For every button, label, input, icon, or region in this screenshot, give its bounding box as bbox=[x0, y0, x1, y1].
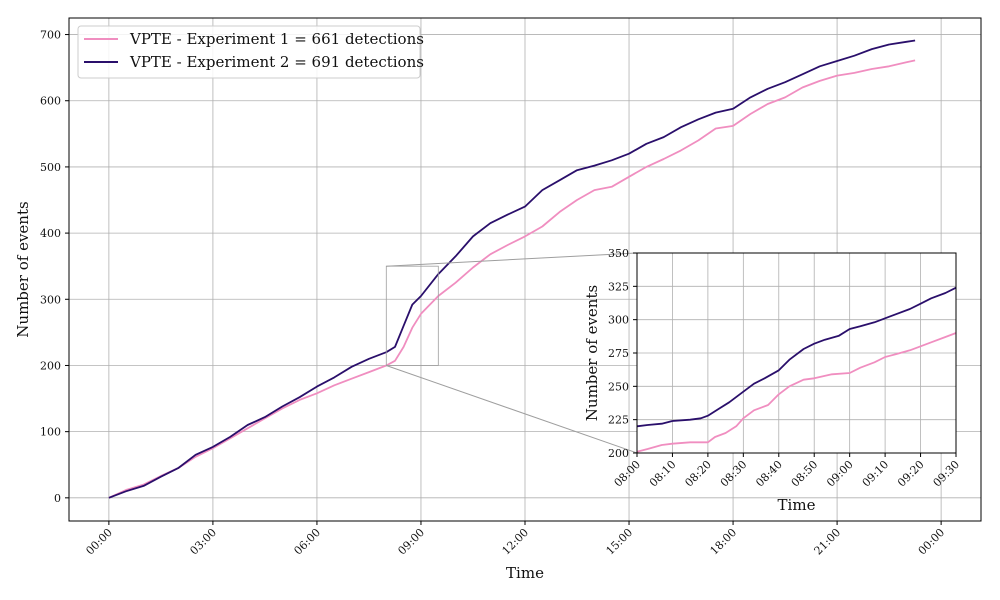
inset-y-tick-label: 200 bbox=[608, 447, 629, 460]
x-tick-label: 18:00 bbox=[708, 526, 740, 558]
inset-series-line-experiment-2 bbox=[636, 286, 957, 428]
x-tick-label: 03:00 bbox=[187, 526, 219, 558]
zoom-connector-line bbox=[386, 252, 638, 267]
inset-x-tick-label: 09:00 bbox=[824, 458, 856, 490]
inset-zoom-chart: 200 225 250 275 300 325 350 08:00 08:10 08:20 08:3… bbox=[583, 247, 962, 514]
y-tick-label: 500 bbox=[40, 161, 61, 174]
inset-y-tick-label: 325 bbox=[608, 280, 629, 293]
inset-y-tick-label: 275 bbox=[608, 347, 629, 360]
y-tick-label: 400 bbox=[40, 227, 61, 240]
x-tick-label: 00:00 bbox=[83, 526, 115, 558]
legend-box bbox=[77, 25, 421, 79]
series-line-experiment-1 bbox=[108, 59, 916, 499]
x-tick-label: 06:00 bbox=[291, 526, 323, 558]
inset-x-tick-label: 09:30 bbox=[931, 458, 963, 490]
y-tick-label: 0 bbox=[54, 492, 61, 505]
y-axis-label: Number of events bbox=[14, 201, 32, 337]
inset-y-tick-label: 250 bbox=[608, 380, 629, 393]
y-tick-label: 700 bbox=[40, 29, 61, 42]
x-tick-label: 00:00 bbox=[916, 526, 948, 558]
main-grid bbox=[69, 18, 981, 521]
inset-x-tick-label: 08:50 bbox=[789, 458, 821, 490]
x-tick-label: 09:00 bbox=[395, 526, 427, 558]
inset-x-tick-label: 09:10 bbox=[860, 458, 892, 490]
x-axis-label: Time bbox=[506, 564, 544, 582]
zoom-connector-line bbox=[386, 364, 638, 454]
inset-y-tick-label: 300 bbox=[608, 314, 629, 327]
inset-series-lines bbox=[636, 286, 957, 453]
y-tick-label: 600 bbox=[40, 95, 61, 108]
inset-y-tick-label: 225 bbox=[608, 414, 629, 427]
legend: VPTE - Experiment 1 = 661 detections VPT… bbox=[77, 25, 424, 79]
zoom-rectangle bbox=[385, 265, 439, 366]
x-tick-label: 21:00 bbox=[812, 526, 844, 558]
y-tick-label: 200 bbox=[40, 359, 61, 372]
inset-x-tick-label: 08:40 bbox=[753, 458, 785, 490]
x-tick-label: 12:00 bbox=[500, 526, 532, 558]
inset-x-tick-label: 09:20 bbox=[895, 458, 927, 490]
inset-axes-frame bbox=[636, 252, 957, 454]
inset-x-axis-label: Time bbox=[778, 496, 816, 514]
main-series-lines bbox=[108, 39, 916, 499]
legend-label-experiment-2: VPTE - Experiment 2 = 691 detections bbox=[129, 53, 424, 71]
y-tick-label: 100 bbox=[40, 426, 61, 439]
inset-series-line-experiment-1 bbox=[636, 332, 957, 453]
inset-x-tick-label: 08:30 bbox=[718, 458, 750, 490]
x-tick-label: 15:00 bbox=[604, 526, 636, 558]
inset-y-axis-label: Number of events bbox=[583, 285, 601, 421]
inset-x-tick-label: 08:20 bbox=[682, 458, 714, 490]
inset-x-tick-label: 08:10 bbox=[647, 458, 679, 490]
y-tick-label: 300 bbox=[40, 293, 61, 306]
series-line-experiment-2 bbox=[108, 39, 916, 499]
inset-x-tick-label: 08:00 bbox=[612, 458, 644, 490]
inset-y-tick-label: 350 bbox=[608, 247, 629, 260]
legend-label-experiment-1: VPTE - Experiment 1 = 661 detections bbox=[129, 30, 424, 48]
main-axes-frame bbox=[68, 17, 982, 522]
zoom-region-indicator bbox=[385, 252, 638, 454]
